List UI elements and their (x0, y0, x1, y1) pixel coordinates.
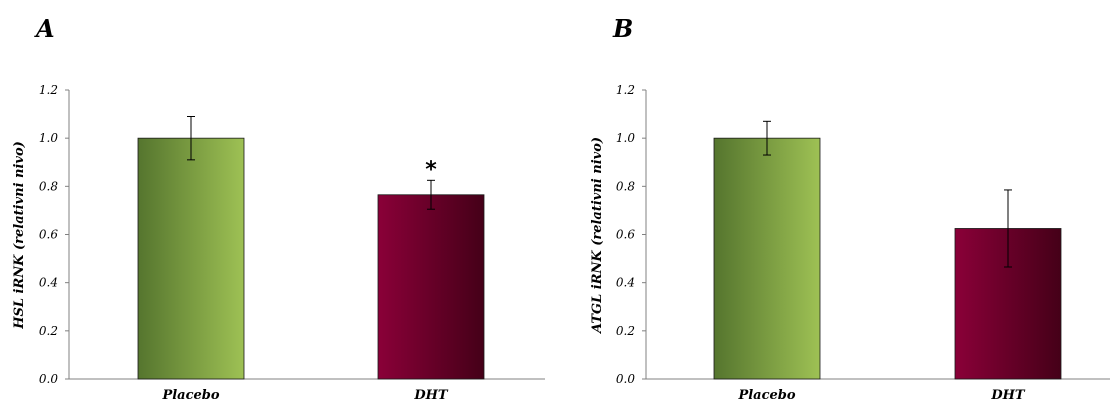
y-tick-label-b: 0.4 (616, 276, 635, 290)
significance-marker-a: * (425, 157, 437, 182)
y-tick-label-b: 0.0 (616, 372, 635, 386)
category-label-a: Placebo (161, 388, 219, 403)
bar-placebo-b (713, 137, 821, 380)
panel-label-b: B (612, 14, 633, 43)
y-tick-label-b: 0.8 (616, 179, 635, 193)
plot-area-b: 0.0 0.2 0.4 0.6 0.8 1.0 1.2 Placebo DHT (616, 83, 1110, 403)
y-tick-label-b: 1.0 (616, 131, 635, 145)
category-label-a: DHT (413, 388, 449, 403)
chart-panel-b: B ATGL iRNK (relativni nivo) 0.00.20.40.… (590, 14, 1110, 403)
y-tick-label-a: 0.0 (39, 372, 58, 386)
y-tick-label-b: 0.2 (616, 324, 635, 338)
y-tick-label-a: 1.0 (39, 131, 58, 145)
plot-area-a: 0.0 0.2 0.4 0.6 0.8 1.0 1.2 Placebo * DHT (39, 83, 545, 403)
y-tick-label-a: 0.2 (39, 324, 58, 338)
y-tick-label-a: 0.6 (39, 228, 58, 242)
category-label-b: DHT (990, 388, 1026, 403)
category-label-b: Placebo (737, 388, 795, 403)
y-axis-title-b: ATGL iRNK (relativni nivo) (590, 137, 605, 335)
y-tick-label-a: 0.4 (39, 276, 58, 290)
y-tick-label-a: 1.2 (39, 83, 58, 97)
y-tick-label-a: 0.8 (39, 179, 58, 193)
bar-placebo-a (137, 137, 245, 380)
chart-panel-a: A HSL iRNK (relativni nivo) 0.0 0.2 0.4 0.6… (12, 14, 545, 403)
bar-dht-a (377, 194, 485, 380)
y-axis-title-a: HSL iRNK (relativni nivo) (12, 141, 27, 330)
y-tick-label-b: 0.6 (616, 228, 635, 242)
panel-label-a: A (34, 14, 55, 43)
y-tick-label-b: 1.2 (616, 83, 635, 97)
